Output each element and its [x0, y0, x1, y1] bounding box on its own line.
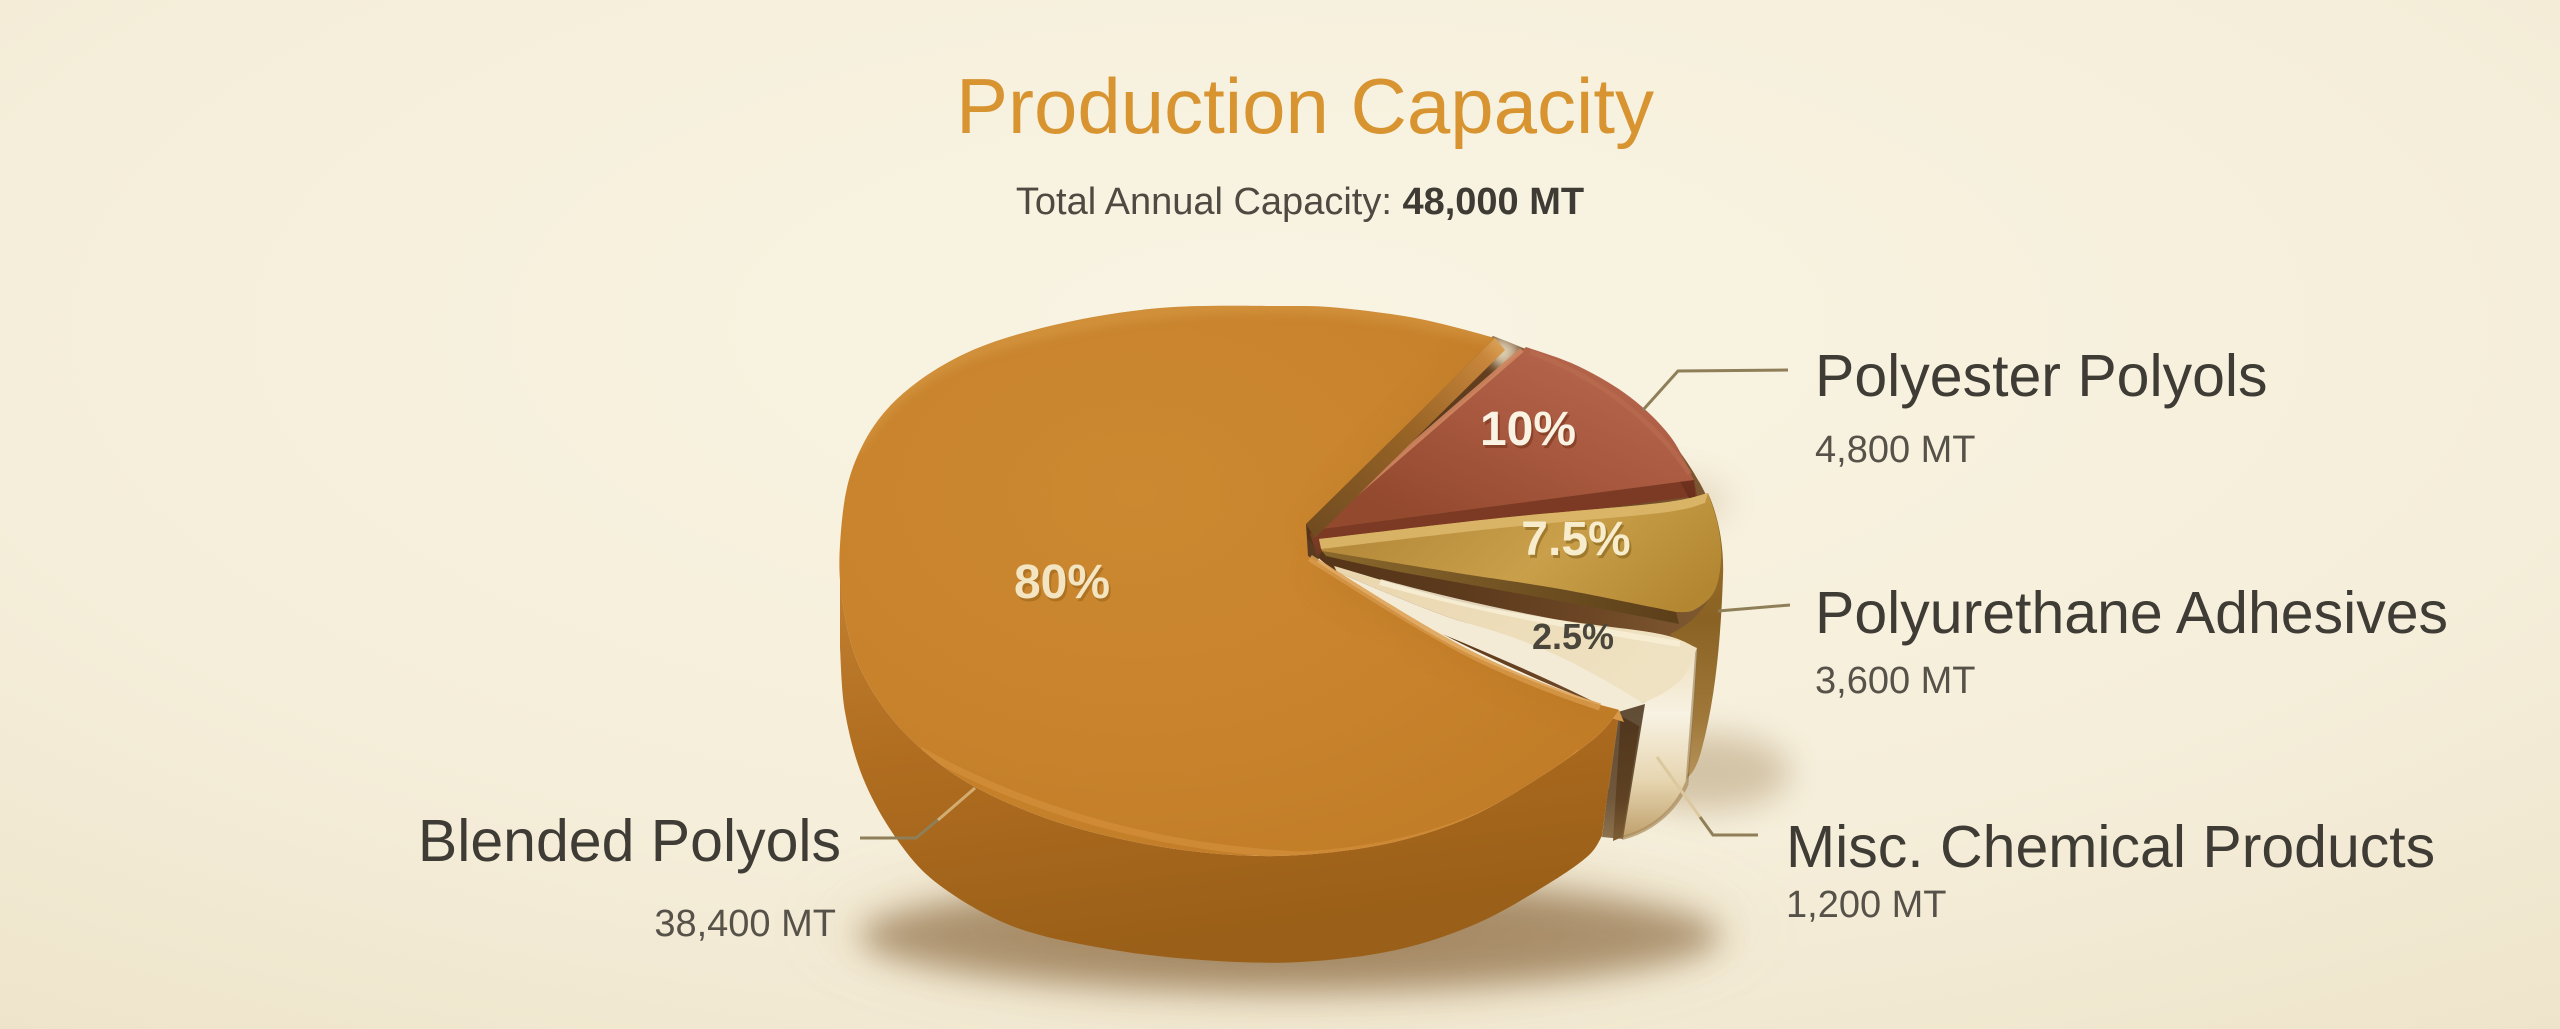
svg-text:10%: 10%: [1482, 406, 1578, 459]
svg-text:80%: 80%: [1016, 559, 1112, 612]
svg-text:Production Capacity: Production Capacity: [956, 62, 1654, 150]
svg-text:4,800 MT: 4,800 MT: [1815, 429, 1976, 471]
svg-text:Polyester Polyols: Polyester Polyols: [1815, 343, 2268, 409]
svg-text:7.5%: 7.5%: [1523, 516, 1632, 569]
svg-text:3,600 MT: 3,600 MT: [1815, 660, 1976, 702]
svg-text:2.5%: 2.5%: [1532, 616, 1614, 657]
svg-text:Polyurethane Adhesives: Polyurethane Adhesives: [1815, 580, 2448, 646]
svg-text:7.5%: 7.5%: [1521, 513, 1630, 566]
svg-text:1,200 MT: 1,200 MT: [1786, 884, 1947, 926]
svg-text:Misc. Chemical Products: Misc. Chemical Products: [1786, 814, 2435, 880]
svg-text:80%: 80%: [1014, 556, 1110, 609]
svg-text:38,400 MT: 38,400 MT: [654, 903, 836, 945]
svg-text:10%: 10%: [1480, 403, 1576, 456]
svg-text:Total Annual Capacity: 48,000: Total Annual Capacity: 48,000 MT: [1016, 181, 1584, 223]
svg-text:Blended Polyols: Blended Polyols: [418, 808, 841, 874]
